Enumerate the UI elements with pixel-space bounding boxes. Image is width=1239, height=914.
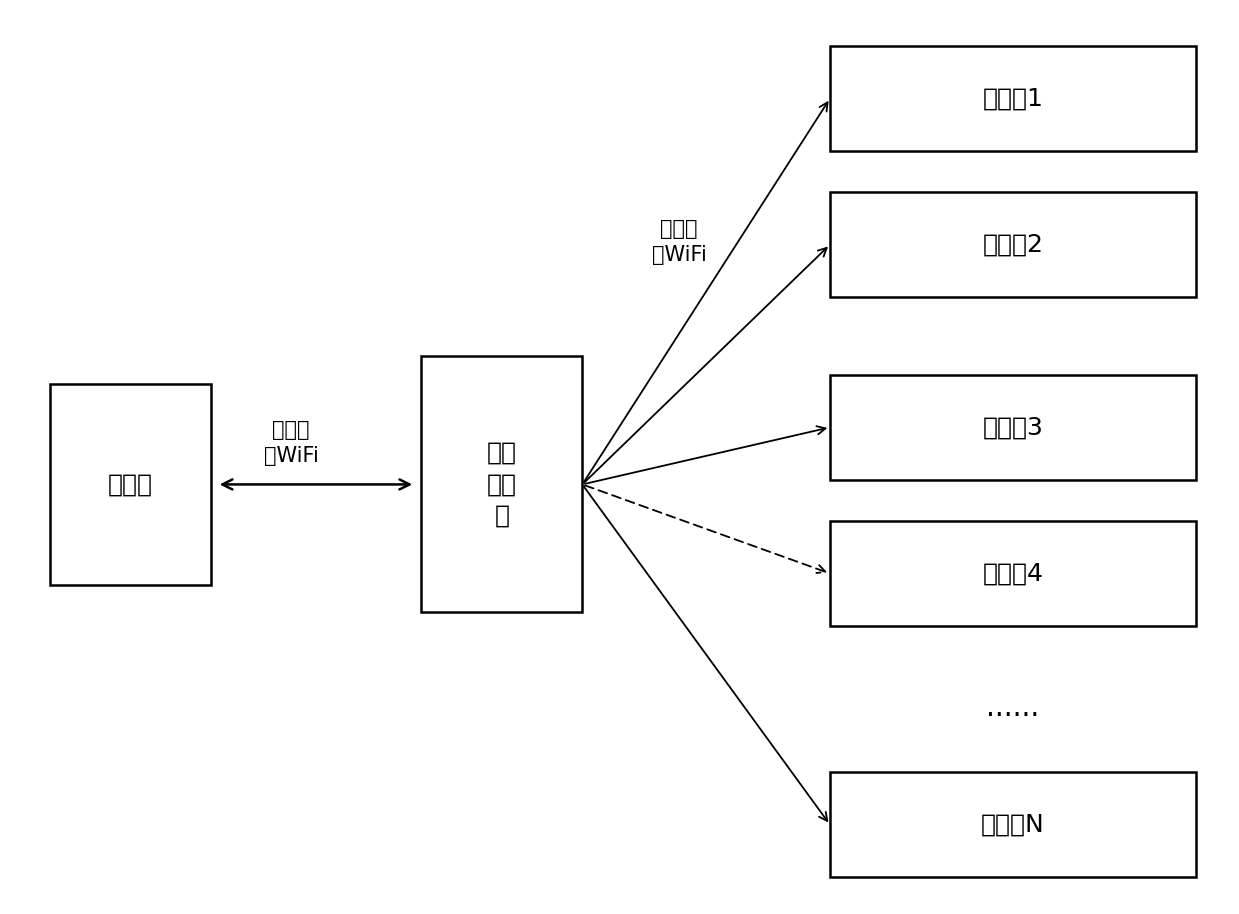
Text: 拼接屏1: 拼接屏1 xyxy=(983,86,1043,111)
Bar xyxy=(50,384,211,585)
Bar xyxy=(421,356,582,612)
Bar xyxy=(830,192,1196,297)
Text: 有线或
者WiFi: 有线或 者WiFi xyxy=(264,420,318,466)
Text: 拼接屏N: 拼接屏N xyxy=(981,813,1044,837)
Text: 控制器: 控制器 xyxy=(108,473,152,496)
Bar xyxy=(830,46,1196,151)
Bar xyxy=(830,521,1196,626)
Bar xyxy=(830,375,1196,480)
Bar xyxy=(830,772,1196,877)
Text: 拼接屏4: 拼接屏4 xyxy=(983,561,1043,586)
Text: 有线或
者WiFi: 有线或 者WiFi xyxy=(652,219,706,265)
Text: 网络
交换
机: 网络 交换 机 xyxy=(487,441,517,528)
Text: ......: ...... xyxy=(986,695,1038,722)
Text: 拼接屏2: 拼接屏2 xyxy=(983,232,1043,257)
Text: 拼接屏3: 拼接屏3 xyxy=(983,415,1043,440)
